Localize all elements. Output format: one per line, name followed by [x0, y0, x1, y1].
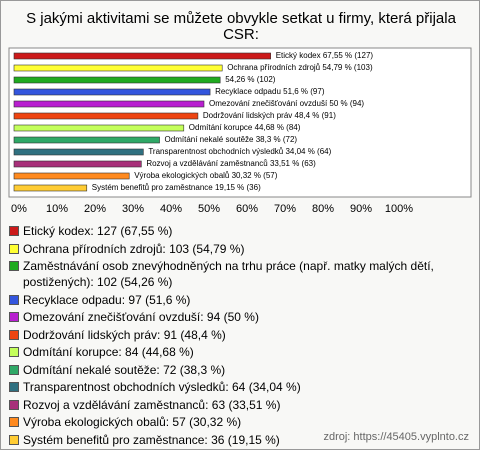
legend-swatch	[9, 417, 19, 427]
legend-label: Výroba ekologických obalů: 57 (30,32 %)	[23, 415, 242, 429]
legend-swatch	[9, 312, 19, 322]
x-tick-label: 100%	[385, 203, 413, 215]
bar	[13, 88, 211, 96]
legend-swatch	[9, 399, 19, 410]
x-tick-label: 60%	[236, 203, 258, 215]
bar-label: 54,26 % (102)	[225, 75, 276, 84]
legend-swatch	[9, 294, 19, 305]
bar-label: Omezování znečišťování ovzduší 50 % (94)	[209, 99, 364, 108]
bar	[13, 76, 221, 84]
legend-item: Dodržování lidských práv: 91 (48,4 %)	[9, 327, 464, 343]
x-tick-label: 90%	[350, 203, 372, 215]
bar	[13, 136, 160, 144]
bar-label: Odmítání nekalé soutěže 38,3 % (72)	[165, 135, 298, 144]
bar-label: Výroba ekologických obalů 30,32 % (57)	[134, 171, 278, 180]
bar-label: Transparentnost obchodních výsledků 34,0…	[148, 147, 331, 156]
legend-item: Omezování znečišťování ovzduší: 94 (50 %…	[9, 309, 464, 325]
chart: 0% 10% 20% 30% 40% 50% 60% 70% 80% 90% 100% Etický …	[8, 47, 472, 215]
legend-swatch	[9, 226, 19, 236]
legend-label: Odmítání nekalé soutěže: 72 (38,3 %)	[23, 362, 226, 377]
legend-label: Odmítání korupce: 84 (44,68 %)	[23, 345, 194, 359]
legend-item: Odmítání nekalé soutěže: 72 (38,3 %)	[9, 362, 464, 378]
bar	[13, 124, 185, 132]
legend-label: Dodržování lidských práv: 91 (48,4 %)	[23, 327, 226, 342]
legend-label: Recyklace odpadu: 97 (51,6 %)	[23, 292, 191, 307]
legend-swatch	[9, 261, 19, 271]
legend-item: Recyklace odpadu: 97 (51,6 %)	[9, 292, 464, 308]
x-tick-label: 0%	[11, 203, 27, 215]
legend-swatch	[9, 364, 19, 375]
bar-label: Etický kodex 67,55 % (127)	[276, 51, 374, 60]
x-tick-label: 10%	[46, 203, 68, 215]
legend-label: Transparentnost obchodních výsledků: 64 …	[23, 380, 301, 394]
bar	[13, 148, 144, 156]
x-tick-label: 70%	[274, 203, 296, 215]
legend: Etický kodex: 127 (67,55 %) Ochrana příro…	[9, 223, 464, 449]
bar	[13, 160, 142, 168]
legend-item: Systém benefitů pro zaměstnance: 36 (19,…	[9, 432, 464, 448]
legend-swatch	[9, 243, 19, 254]
bar-label: Rozvoj a vzdělávání zaměstnanců 33,51 % …	[146, 159, 316, 168]
x-tick-label: 50%	[198, 203, 220, 215]
bar	[13, 172, 130, 180]
legend-label: Ochrana přírodních zdrojů: 103 (54,79 %)	[23, 241, 245, 256]
legend-swatch	[9, 434, 19, 445]
legend-label: Systém benefitů pro zaměstnance: 36 (19,…	[23, 432, 280, 447]
x-tick-label: 30%	[122, 203, 144, 215]
legend-item: Transparentnost obchodních výsledků: 64 …	[9, 379, 464, 395]
legend-label: Omezování znečišťování ovzduší: 94 (50 %…	[23, 310, 259, 324]
bar-label: Systém benefitů pro zaměstnance 19,15 % …	[92, 183, 261, 192]
bar-label: Odmítání korupce 44,68 % (84)	[189, 123, 301, 132]
legend-swatch	[9, 382, 19, 392]
plot-frame	[8, 47, 472, 198]
legend-item: Zaměstnávání osob znevýhodněných na trhu…	[9, 258, 464, 290]
source: zdroj: https://45405.vyplnto.cz	[323, 431, 469, 443]
bar	[13, 100, 205, 108]
legend-item: Ochrana přírodních zdrojů: 103 (54,79 %)	[9, 241, 464, 257]
bar	[13, 184, 88, 192]
bar	[13, 112, 199, 120]
bar-label: Dodržování lidských práv 48,4 % (91)	[203, 111, 336, 120]
x-tick-label: 20%	[84, 203, 106, 215]
legend-label: Rozvoj a vzdělávání zaměstnanců: 63 (33,…	[23, 397, 281, 412]
legend-item: Odmítání korupce: 84 (44,68 %)	[9, 344, 464, 360]
legend-swatch	[9, 347, 19, 357]
chart-title: S jakými aktivitami se můžete obvykle se…	[26, 10, 456, 43]
x-tick-label: 80%	[312, 203, 334, 215]
x-tick-label: 40%	[160, 203, 182, 215]
legend-swatch	[9, 329, 19, 340]
bar	[13, 52, 271, 60]
legend-item: Rozvoj a vzdělávání zaměstnanců: 63 (33,…	[9, 397, 464, 413]
legend-item: Etický kodex: 127 (67,55 %)	[9, 223, 464, 239]
legend-label: Zaměstnávání osob znevýhodněných na trhu…	[23, 259, 434, 289]
legend-label: Etický kodex: 127 (67,55 %)	[23, 224, 173, 238]
bar-label: Recyklace odpadu 51,6 % (97)	[215, 87, 325, 96]
bar	[13, 64, 223, 72]
legend-item: Výroba ekologických obalů: 57 (30,32 %)	[9, 414, 464, 430]
bar-label: Ochrana přírodních zdrojů 54,79 % (103)	[227, 63, 373, 72]
